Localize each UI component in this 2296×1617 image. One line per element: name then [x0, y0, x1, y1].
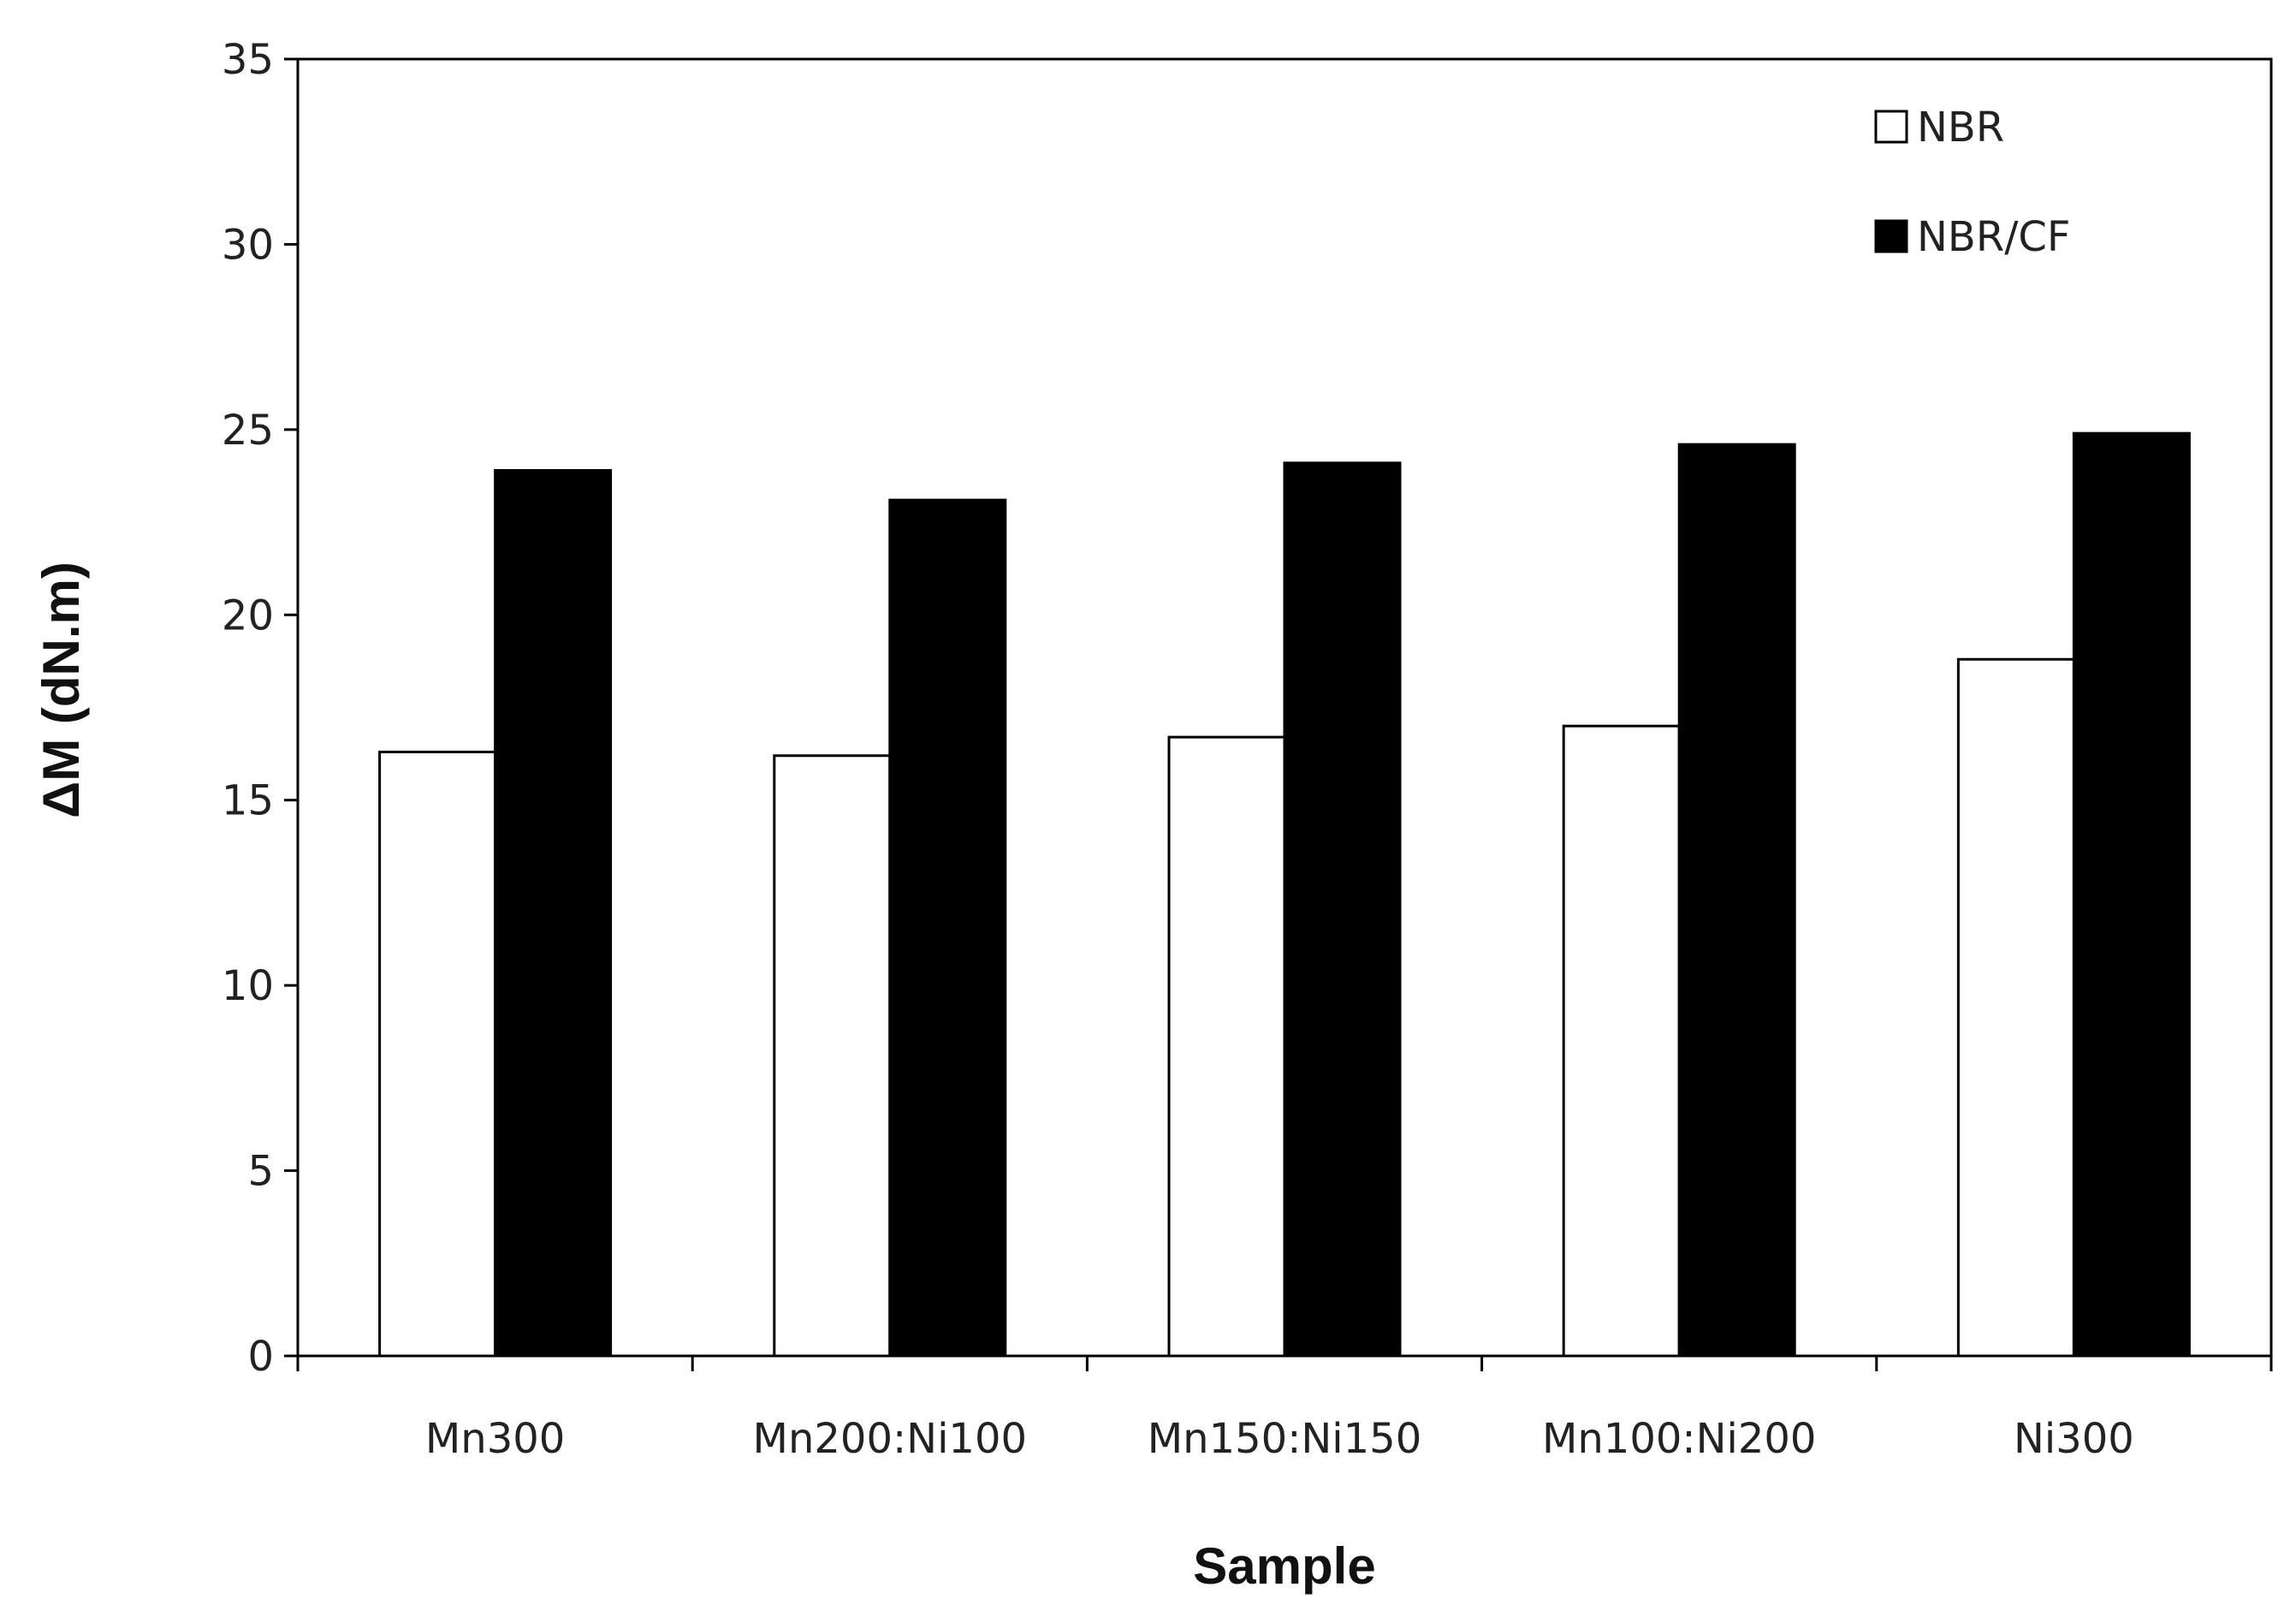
plot-frame — [296, 57, 2273, 1358]
bar-nbr-cf-mn300 — [494, 468, 613, 1358]
bar-nbr-mn150-ni150 — [1167, 735, 1286, 1358]
x-tick-label-mn100-ni200: Mn100:Ni200 — [1542, 1415, 1816, 1463]
legend: NBR NBR/CF — [1874, 104, 2070, 261]
bar-nbr-mn300 — [378, 750, 497, 1358]
x-tick-label-mn200-ni100: Mn200:Ni100 — [753, 1415, 1027, 1463]
y-tick-label-20: 20 — [222, 592, 274, 639]
y-tick-label-35: 35 — [222, 36, 274, 84]
axes-layer: 0 5 10 15 20 25 30 35 Mn300 Mn200:Ni100 Mn150:Ni15… — [222, 36, 2273, 1463]
bars-layer — [378, 431, 2191, 1358]
x-tick-label-mn150-ni150: Mn150:Ni150 — [1148, 1415, 1421, 1463]
x-tick-label-mn300: Mn300 — [425, 1415, 565, 1463]
legend-label-nbr-cf: NBR/CF — [1917, 213, 2070, 261]
bar-nbr-ni300 — [1956, 657, 2075, 1358]
bar-nbr-cf-mn100-ni200 — [1677, 443, 1796, 1358]
y-tick-label-5: 5 — [247, 1148, 274, 1196]
y-tick-label-15: 15 — [222, 777, 274, 825]
x-tick-label-ni300: Ni300 — [2014, 1415, 2134, 1463]
legend-label-nbr: NBR — [1917, 104, 2004, 152]
y-tick-label-25: 25 — [222, 407, 274, 455]
bar-nbr-cf-mn200-ni100 — [888, 498, 1007, 1358]
bar-nbr-cf-ni300 — [2072, 431, 2191, 1358]
bar-nbr-cf-mn150-ni150 — [1283, 461, 1402, 1358]
legend-swatch-nbr-cf — [1874, 219, 1908, 253]
bar-nbr-mn100-ni200 — [1562, 724, 1681, 1358]
bar-nbr-mn200-ni100 — [773, 754, 892, 1358]
x-axis-title: Sample — [1193, 1537, 1375, 1595]
legend-swatch-nbr — [1874, 110, 1908, 144]
y-tick-label-30: 30 — [222, 221, 274, 269]
y-tick-label-0: 0 — [247, 1333, 274, 1381]
y-axis-title: ΔM (dN.m) — [33, 562, 90, 818]
y-tick-label-10: 10 — [222, 962, 274, 1010]
